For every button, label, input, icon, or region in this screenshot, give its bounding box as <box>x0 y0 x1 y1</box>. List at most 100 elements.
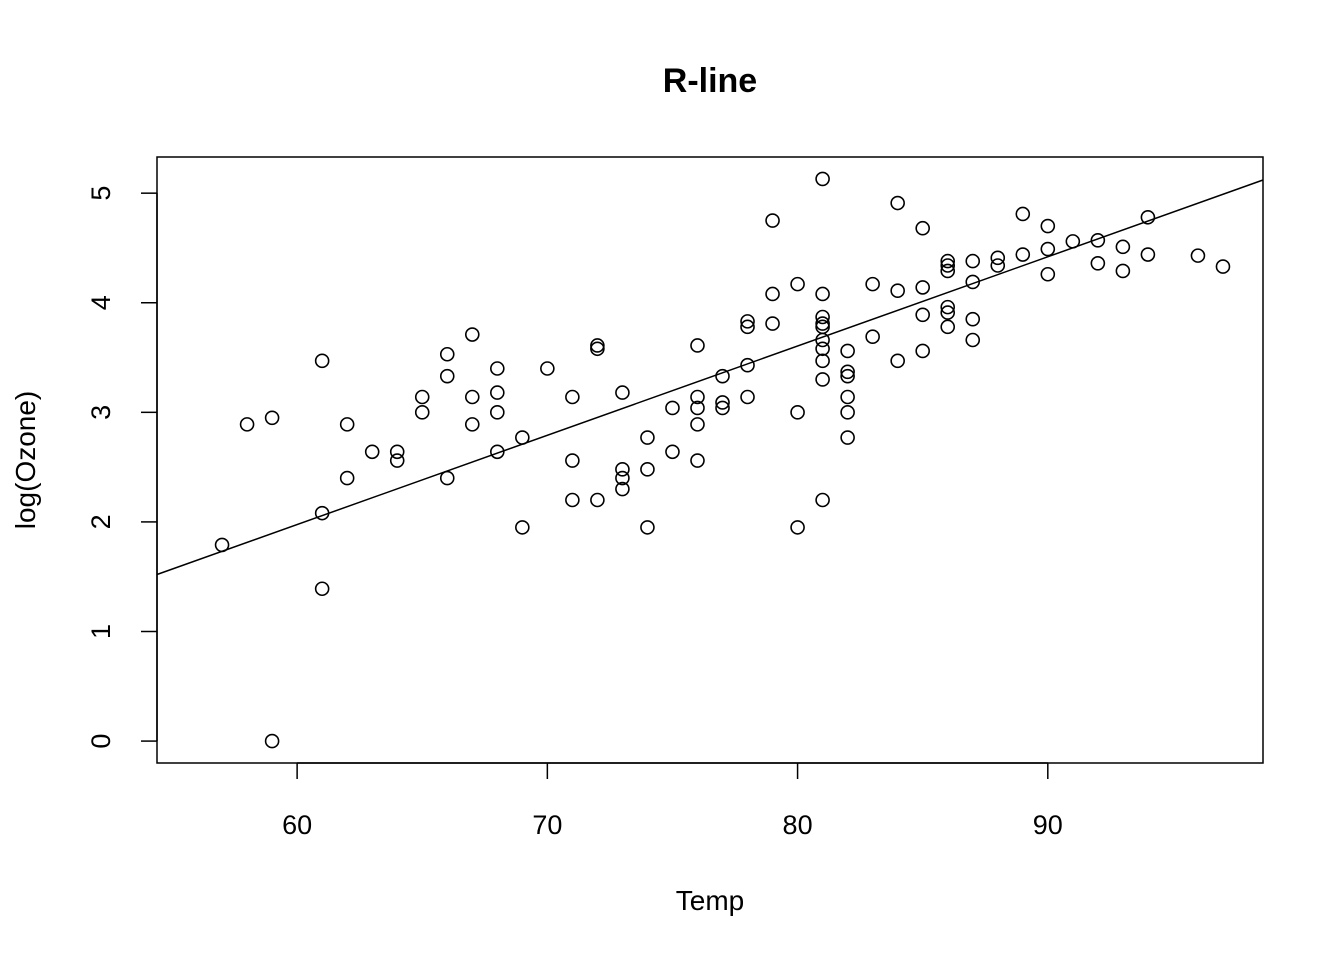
x-axis-label: Temp <box>676 885 744 916</box>
data-point <box>940 299 956 315</box>
data-point <box>1115 263 1131 279</box>
data-point <box>940 258 956 273</box>
data-point <box>1065 234 1081 249</box>
data-point <box>840 368 855 384</box>
data-point <box>790 276 805 292</box>
data-point <box>1115 239 1131 255</box>
data-point <box>815 309 830 325</box>
data-point <box>640 462 655 477</box>
x-tick-label: 80 <box>783 810 813 840</box>
data-point <box>464 327 480 342</box>
data-point <box>1040 266 1056 282</box>
data-point <box>865 329 880 345</box>
data-point <box>765 286 780 302</box>
data-point <box>565 389 580 405</box>
data-point <box>1015 247 1031 262</box>
data-point <box>565 492 580 508</box>
data-point <box>815 492 830 508</box>
data-point <box>690 453 705 468</box>
data-point <box>439 346 455 362</box>
data-point <box>940 253 956 269</box>
data-point <box>965 332 981 348</box>
data-points <box>214 171 1231 749</box>
data-point <box>815 319 830 335</box>
data-point <box>865 276 880 292</box>
data-point <box>439 368 455 384</box>
data-point <box>740 319 755 335</box>
data-point <box>890 283 905 298</box>
data-point <box>1140 209 1156 225</box>
data-point <box>239 417 255 432</box>
data-point <box>715 368 730 384</box>
data-point <box>815 341 830 357</box>
data-point <box>740 389 755 405</box>
data-point <box>314 581 330 597</box>
data-point <box>740 357 755 373</box>
data-point <box>339 417 355 432</box>
data-point <box>815 332 830 348</box>
data-point <box>264 733 280 749</box>
y-tick-label: 0 <box>86 734 116 749</box>
plot-area-frame <box>156 156 1264 764</box>
data-point <box>615 462 630 477</box>
data-point <box>890 195 905 211</box>
data-point <box>915 343 930 359</box>
data-point <box>940 305 956 320</box>
data-point <box>640 520 655 535</box>
data-point <box>615 470 630 486</box>
data-point <box>815 171 830 187</box>
data-point <box>965 311 981 327</box>
data-point <box>515 520 530 535</box>
data-point <box>1040 218 1056 234</box>
data-point <box>690 400 705 416</box>
data-point <box>965 253 981 269</box>
data-point <box>840 343 855 359</box>
data-point <box>414 389 430 405</box>
x-tick-label: 60 <box>282 810 312 840</box>
data-point <box>840 430 855 445</box>
data-point <box>715 395 730 410</box>
data-point <box>314 353 330 369</box>
data-point <box>565 453 580 468</box>
data-point <box>314 505 330 521</box>
data-point <box>665 444 680 460</box>
data-point <box>515 430 530 445</box>
data-point <box>1040 241 1056 257</box>
chart-title: R-line <box>663 62 757 100</box>
data-point <box>1015 206 1031 222</box>
data-point <box>1090 232 1106 248</box>
data-point <box>690 389 705 405</box>
data-point <box>815 353 830 369</box>
data-point <box>590 341 605 357</box>
x-axis: 60 70 80 90 <box>282 762 1063 840</box>
data-point <box>439 470 455 486</box>
data-point <box>540 361 555 376</box>
data-point <box>1090 255 1106 271</box>
data-point <box>364 444 380 460</box>
regression-line <box>156 179 1264 576</box>
data-point <box>1140 247 1156 262</box>
data-point <box>915 280 930 295</box>
data-point <box>915 307 930 323</box>
y-tick-label: 2 <box>86 514 116 529</box>
y-axis-label: log(Ozone) <box>10 391 41 530</box>
data-point <box>1215 259 1231 274</box>
y-tick-label: 5 <box>86 186 116 201</box>
data-point <box>990 250 1006 266</box>
data-point <box>490 405 505 420</box>
data-point <box>765 213 780 228</box>
data-point <box>915 220 930 236</box>
data-point <box>490 361 505 376</box>
data-point <box>264 410 280 426</box>
data-point <box>665 400 680 416</box>
data-point <box>464 389 480 405</box>
data-point <box>490 385 505 400</box>
data-point <box>815 286 830 302</box>
data-point <box>790 405 805 420</box>
data-point <box>990 258 1006 273</box>
x-tick-label: 90 <box>1033 810 1063 840</box>
y-axis: 0 1 2 3 4 5 <box>86 186 158 749</box>
y-tick-label: 4 <box>86 295 116 310</box>
data-point <box>840 405 855 420</box>
